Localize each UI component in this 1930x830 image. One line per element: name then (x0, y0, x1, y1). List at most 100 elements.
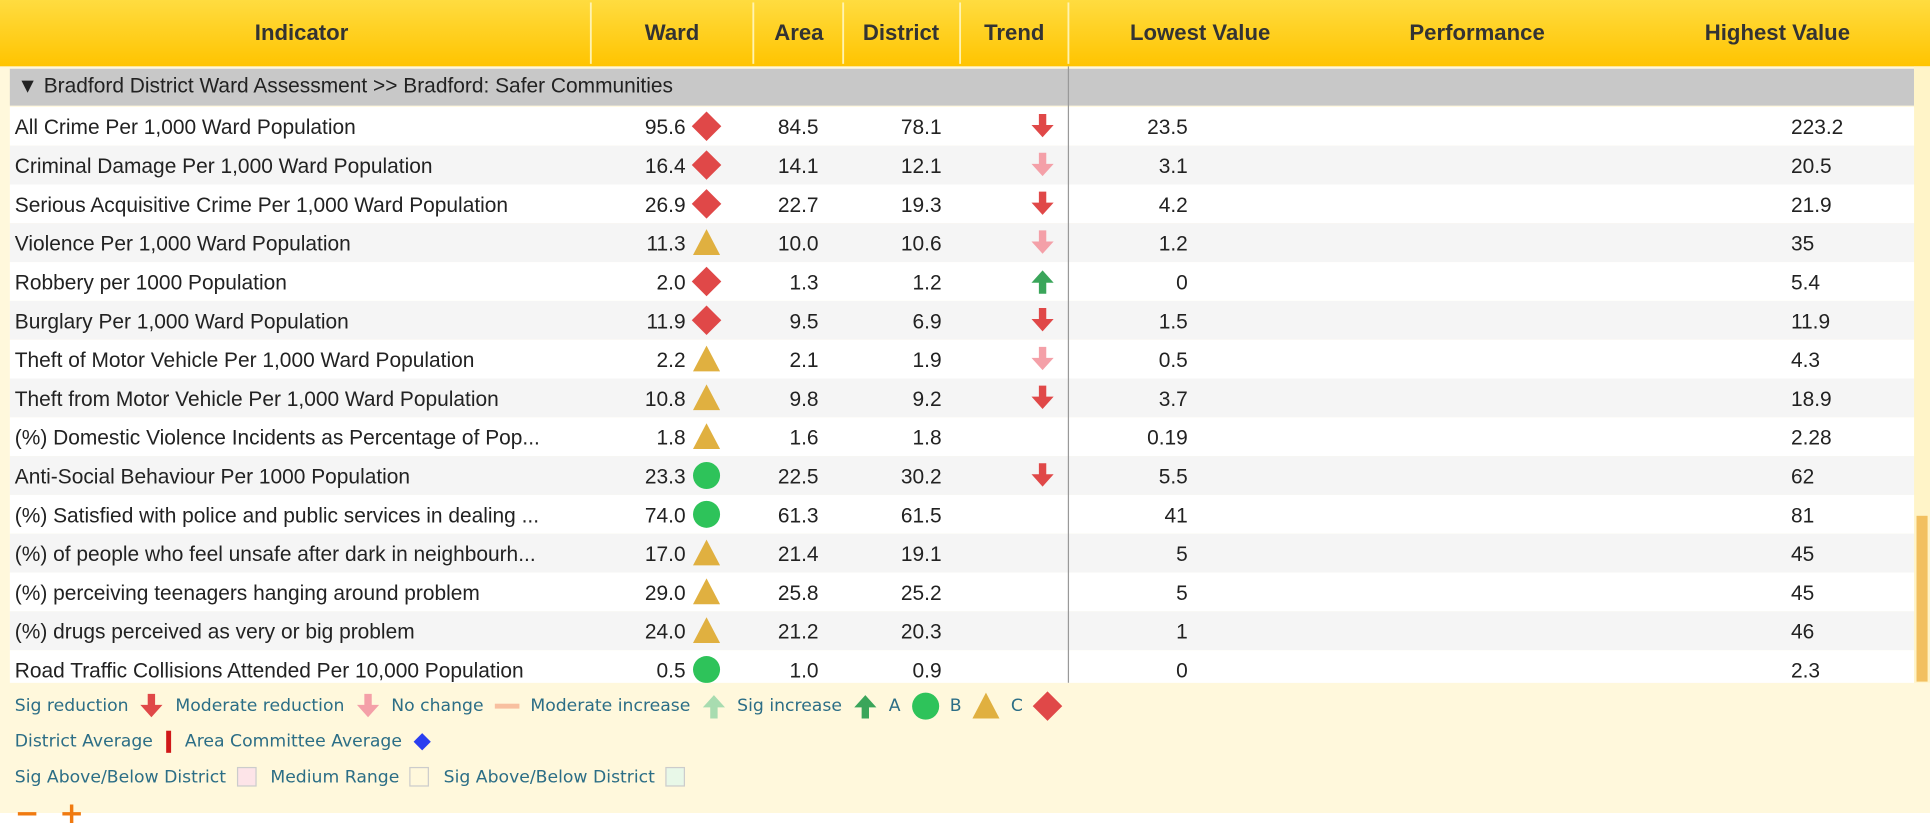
legend-icon (356, 693, 379, 717)
legend-label: Area Committee Average (184, 731, 402, 751)
indicator: Criminal Damage Per 1,000 Ward Populatio… (15, 155, 433, 178)
legend-icon (972, 692, 1000, 718)
trend-moderate-reduction-icon (1031, 230, 1054, 254)
column-header: Indicator (255, 20, 349, 45)
lowest-value: 1.2 (1159, 233, 1188, 256)
trend-sig-reduction-icon (1031, 385, 1054, 409)
district-value: 25.2 (901, 582, 942, 605)
column-header: District (863, 20, 940, 45)
legend-icon (140, 693, 164, 717)
highest-value: 223.2 (1791, 116, 1843, 139)
area-value: 14.1 (778, 155, 819, 178)
lowest-value: 1 (1176, 621, 1188, 644)
indicator: Violence Per 1,000 Ward Population (15, 233, 351, 256)
legend-icon (236, 766, 257, 786)
area-value: 1.0 (789, 660, 818, 683)
legend-row: Sig Above/Below District Medium Range Sig … (15, 759, 1065, 795)
area-value: 9.5 (789, 310, 818, 333)
lowest-value: 5 (1176, 582, 1188, 605)
row-bg (9, 533, 1915, 573)
ward-value: 1.8 (657, 427, 686, 450)
indicator: Robbery per 1000 Population (15, 271, 287, 294)
highest-value: 4.3 (1791, 349, 1820, 372)
scroll-thumb[interactable] (1916, 515, 1928, 682)
district-value: 19.1 (901, 543, 942, 566)
legend-label: District Average (14, 731, 153, 751)
district-value: 0.9 (913, 660, 942, 683)
district-value: 6.9 (913, 310, 942, 333)
highest-value: 35 (1791, 233, 1814, 256)
zoom-control[interactable]: + (59, 795, 84, 830)
legend-label: Moderate increase (530, 695, 691, 716)
lowest-value: 3.1 (1159, 155, 1188, 178)
district-value: 78.1 (901, 116, 942, 139)
district-value: 12.1 (901, 155, 942, 178)
district-value: 20.3 (901, 621, 942, 644)
trend-moderate-reduction-icon (1031, 152, 1054, 177)
lowest-value: 0 (1176, 271, 1188, 294)
highest-value: 81 (1791, 504, 1814, 527)
indicator: (%) of people who feel unsafe after dark… (15, 543, 536, 566)
district-value: 61.5 (901, 504, 942, 527)
area-value: 61.3 (778, 504, 819, 527)
legend: Sig reduction Moderate reduction No change… (15, 688, 1065, 830)
trend-sig-increase-icon (854, 694, 877, 718)
row-bg (9, 611, 1915, 651)
zoom-control[interactable]: − (14, 795, 40, 830)
row-bg (9, 145, 1915, 185)
legend-row: District Average Area Committee Average (15, 723, 1065, 759)
area-value: 9.8 (789, 388, 818, 411)
area-value: 22.7 (778, 194, 819, 217)
legend-row: Sig reduction Moderate reduction No change… (15, 688, 1065, 724)
indicator: (%) Domestic Violence Incidents as Perce… (15, 427, 540, 450)
ward-value: 26.9 (645, 194, 686, 217)
trend-sig-reduction-icon (1031, 191, 1054, 215)
legend-label: B (949, 695, 962, 716)
lowest-value: 23.5 (1147, 116, 1188, 139)
legend-label: Moderate reduction (175, 695, 345, 716)
indicator: All Crime Per 1,000 Ward Population (15, 116, 356, 139)
district-value: 1.2 (913, 271, 942, 294)
lowest-value: 5 (1176, 543, 1188, 566)
rating-b-icon (692, 229, 721, 255)
indicator: (%) drugs perceived as very or big probl… (15, 621, 415, 644)
indicator: Burglary Per 1,000 Ward Population (15, 310, 349, 333)
legend-label: Sig Above/Below District (14, 766, 227, 787)
legend-icon (1032, 690, 1063, 721)
lowest-value: 1.5 (1159, 310, 1188, 333)
trend-sig-reduction-icon (140, 693, 164, 717)
range-swatch (409, 766, 430, 786)
rating-c-icon (691, 189, 722, 219)
district-value: 1.9 (913, 349, 942, 372)
highest-value: 21.9 (1791, 194, 1832, 217)
lowest-value: 0.19 (1147, 427, 1188, 450)
district-value: 9.2 (913, 388, 942, 411)
header-bg (0, 0, 1930, 67)
rating-b-icon (692, 423, 721, 449)
indicator: Road Traffic Collisions Attended Per 10,… (15, 660, 524, 683)
indicator: (%) perceiving teenagers hanging around … (15, 582, 480, 605)
indicator: Serious Acquisitive Crime Per 1,000 Ward… (15, 194, 508, 217)
trend-moderate-reduction-icon (356, 693, 379, 717)
trend-moderate-reduction-icon (1031, 346, 1054, 371)
row-bg (9, 378, 1915, 418)
lowest-value: 0.5 (1159, 349, 1188, 372)
ward-value: 0.5 (657, 660, 686, 683)
highest-value: 5.4 (1791, 271, 1820, 294)
legend-label: Sig Above/Below District (443, 766, 655, 787)
ward-value: 11.9 (646, 310, 685, 333)
table: ▼ Bradford District Ward Assessment >> B… (0, 0, 1930, 689)
area-value: 2.1 (789, 349, 818, 372)
lowest-value: 3.7 (1159, 388, 1188, 411)
column-header: Performance (1409, 20, 1544, 45)
legend-label: Sig increase (737, 695, 842, 716)
rating-c-icon (691, 150, 722, 180)
rating-b-icon (692, 617, 721, 644)
row-bg (9, 184, 1915, 224)
legend-icon (166, 730, 172, 753)
ward-value: 95.6 (645, 116, 686, 139)
row-bg (9, 223, 1915, 263)
highest-value: 2.28 (1791, 427, 1832, 450)
ward-value: 2.0 (657, 271, 686, 294)
